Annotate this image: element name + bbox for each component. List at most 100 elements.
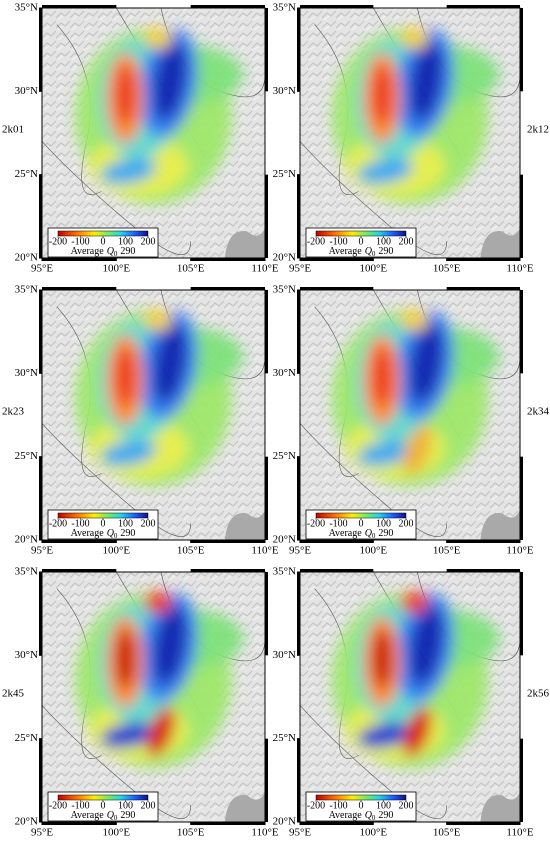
colorbar-label: -200: [307, 800, 325, 811]
colorbar-label: 200: [141, 236, 156, 247]
map-frame: [299, 7, 521, 259]
anomaly: [408, 41, 444, 121]
lat-label: 20°N: [15, 252, 38, 264]
colorbar-label: 200: [141, 800, 156, 811]
average-value: 290: [378, 246, 393, 257]
anomaly: [400, 27, 429, 49]
lon-label: 110°E: [506, 263, 533, 275]
anomaly: [372, 64, 393, 125]
sea: [480, 792, 520, 822]
title-word: Average: [71, 246, 105, 257]
colorbar-title: Average Q0 290: [71, 246, 136, 257]
colorbar-label: -100: [71, 518, 89, 529]
lat-label: 35°N: [273, 2, 296, 14]
anomaly: [357, 158, 413, 185]
sea: [480, 510, 520, 540]
title-word: Average: [329, 528, 363, 539]
q-subscript: 0: [372, 532, 376, 540]
frame-bar: [265, 290, 268, 374]
anomaly: [143, 591, 172, 613]
frame-bar: [520, 572, 523, 656]
panel-name: 2k12: [527, 124, 549, 136]
frame-bar: [39, 8, 42, 92]
colorbar-label: 100: [118, 800, 133, 811]
map-content: [42, 290, 265, 540]
lat-label: 20°N: [273, 534, 296, 546]
anomaly: [143, 27, 172, 49]
map-content: [300, 572, 520, 822]
lat-label: 25°N: [273, 732, 296, 744]
frame-bar: [190, 569, 265, 572]
colorbar-label: -200: [49, 518, 67, 529]
border-line: [42, 705, 191, 819]
anomaly: [402, 425, 432, 475]
colorbar-title: Average Q0 290: [329, 246, 394, 257]
tomography: [75, 591, 244, 769]
lat-label: 20°N: [273, 816, 296, 828]
border-line: [300, 141, 447, 255]
frame-bar: [265, 8, 268, 92]
colorbar-label: -200: [49, 800, 67, 811]
lon-label: 105°E: [433, 263, 461, 275]
lat-label: 25°N: [15, 732, 38, 744]
lat-label: 30°N: [273, 649, 296, 661]
lat-label: 35°N: [15, 2, 38, 14]
tomography: [75, 309, 244, 487]
lon-label: 105°E: [177, 545, 205, 557]
colorbar-label: -200: [49, 236, 67, 247]
average-value: 290: [120, 810, 135, 821]
anomaly: [357, 440, 413, 467]
frame-bar: [42, 5, 117, 8]
colorbar-title: Average Q0 290: [329, 528, 394, 539]
lon-label: 100°E: [360, 545, 388, 557]
colorbar-title: Average Q0 290: [71, 810, 136, 821]
frame-bar: [39, 738, 42, 822]
average-value: 290: [120, 246, 135, 257]
lat-label: 25°N: [15, 450, 38, 462]
lat-label: 30°N: [15, 85, 38, 97]
anomaly: [372, 346, 393, 407]
frame-bar: [297, 572, 300, 656]
lat-label: 35°N: [273, 566, 296, 578]
sea: [224, 228, 265, 258]
lat-label: 20°N: [15, 816, 38, 828]
frame-bar: [190, 540, 265, 543]
frame-bar: [520, 8, 523, 92]
lon-label: 95°E: [289, 827, 311, 839]
frame-bar: [300, 5, 374, 8]
lat-label: 25°N: [273, 168, 296, 180]
frame-bar: [446, 5, 520, 8]
map-frame: [41, 571, 266, 823]
lat-label: 20°N: [273, 252, 296, 264]
anomaly: [100, 722, 156, 749]
frame-bar: [520, 174, 523, 258]
anomaly: [372, 628, 393, 689]
lon-label: 105°E: [177, 827, 205, 839]
frame-bar: [42, 822, 117, 825]
colorbar-ramp: [57, 512, 149, 519]
frame-bar: [42, 540, 117, 543]
q-symbol: Q: [365, 246, 373, 257]
panel-name: 2k23: [2, 406, 25, 418]
map-panel: 95°E 100°E 105°E 110°E 35°N 30°N 25°N 20°N 2k12 -…: [273, 2, 549, 275]
lon-label: 95°E: [31, 827, 53, 839]
lat-label: 30°N: [273, 367, 296, 379]
lon-label: 110°E: [506, 827, 533, 839]
q-subscript: 0: [114, 532, 118, 540]
frame-bar: [190, 822, 265, 825]
sea: [224, 792, 265, 822]
panel-name: 2k01: [2, 124, 24, 136]
title-word: Average: [329, 810, 363, 821]
colorbar-label: 200: [399, 800, 414, 811]
anomaly: [152, 323, 188, 403]
lat-label: 35°N: [15, 566, 38, 578]
colorbar-ramp: [315, 230, 407, 237]
sea: [480, 228, 520, 258]
colorbar-label: 100: [376, 800, 391, 811]
lon-label: 95°E: [31, 545, 53, 557]
